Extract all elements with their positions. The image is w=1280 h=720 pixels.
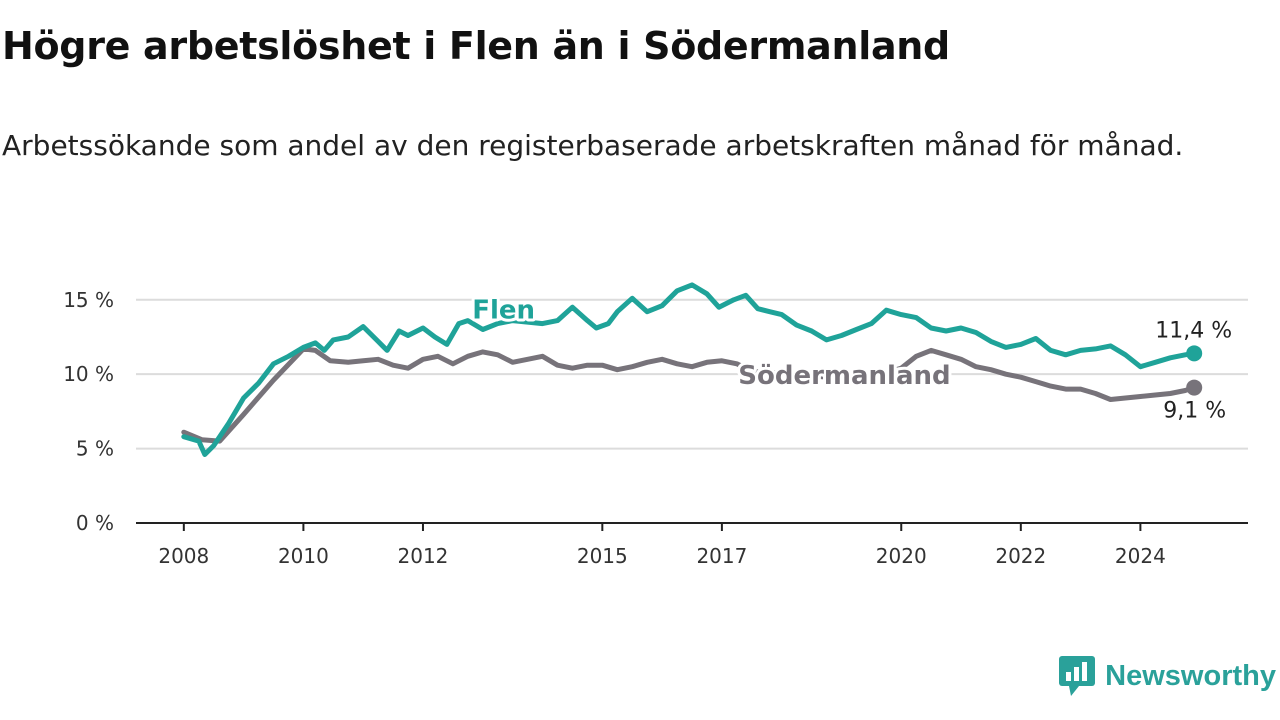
newsworthy-logo-icon bbox=[1059, 656, 1096, 696]
gridlines bbox=[136, 298, 1248, 450]
series-lines bbox=[181, 282, 1197, 457]
x-tick-label: 2020 bbox=[876, 544, 927, 568]
y-tick-label: 5 % bbox=[76, 437, 114, 461]
end-value-label-sodermanland: 9,1 % bbox=[1163, 399, 1226, 424]
series-line-flen bbox=[181, 282, 1197, 457]
y-tick-label: 15 % bbox=[63, 288, 114, 312]
x-tick-label: 2017 bbox=[696, 544, 747, 568]
series-line-södermanland bbox=[181, 346, 1197, 444]
chart-title: Högre arbetslöshet i Flen än i Södermanl… bbox=[2, 24, 950, 68]
x-tick-label: 2012 bbox=[398, 544, 449, 568]
end-point-södermanland bbox=[1186, 379, 1203, 396]
y-tick-label: 0 % bbox=[76, 511, 114, 535]
series-label-flen: Flen bbox=[472, 295, 535, 325]
axes: 0 % 5 % 10 % 15 % 2008 2010 2012 2015 2017 2020 20… bbox=[63, 288, 1248, 568]
x-tick-label: 2008 bbox=[158, 544, 209, 568]
x-tick-label: 2022 bbox=[995, 544, 1046, 568]
x-tick-label: 2024 bbox=[1115, 544, 1166, 568]
series-labels: Flen Södermanland 11,4 % 9,1 % bbox=[469, 292, 1234, 426]
end-point-flen bbox=[1186, 345, 1203, 362]
series-label-sodermanland: Södermanland bbox=[738, 361, 950, 391]
brand-name: Newsworthy bbox=[1105, 659, 1276, 692]
y-tick-label: 10 % bbox=[63, 362, 114, 386]
newsworthy-brand: Newsworthy bbox=[1059, 656, 1276, 696]
x-tick-label: 2010 bbox=[278, 544, 329, 568]
chart-subtitle: Arbetssökande som andel av den registerb… bbox=[2, 129, 1184, 162]
x-tick-label: 2015 bbox=[577, 544, 628, 568]
end-value-label-flen: 11,4 % bbox=[1155, 318, 1232, 343]
